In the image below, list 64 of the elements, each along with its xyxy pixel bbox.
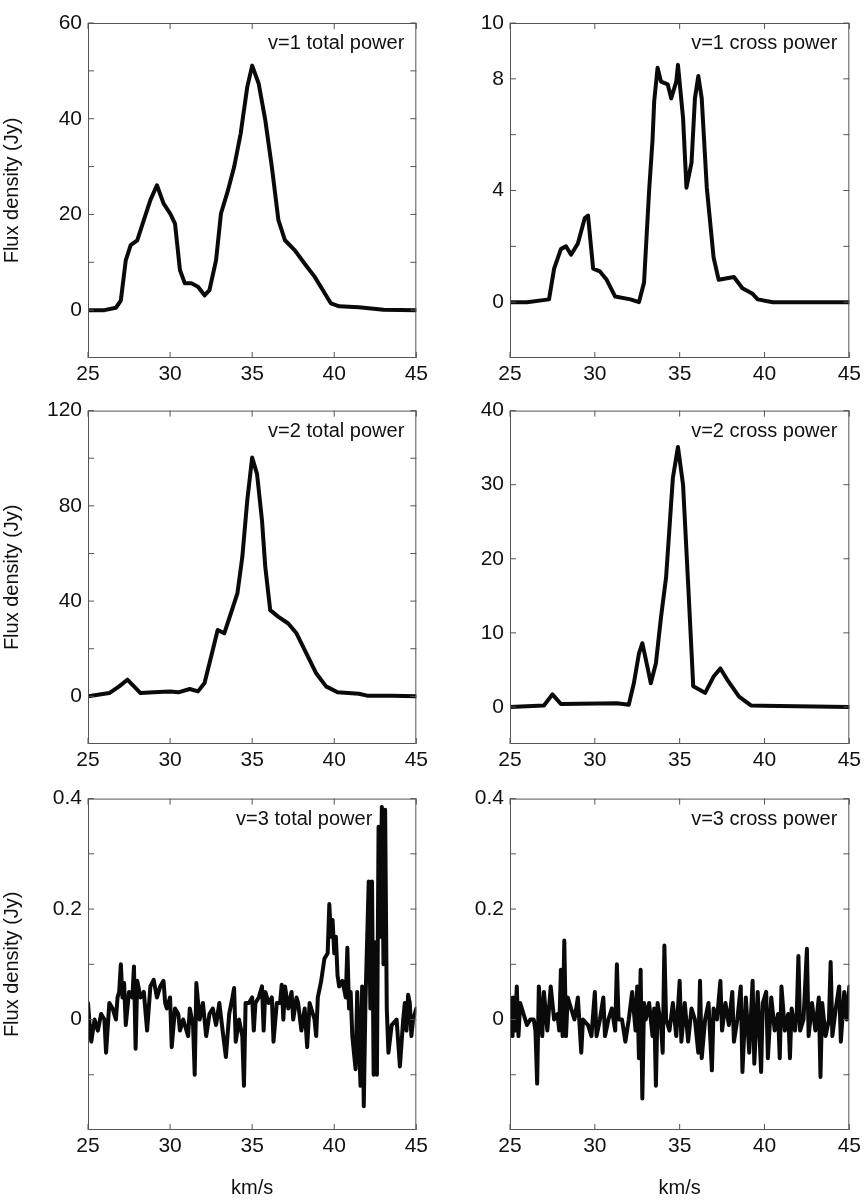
- chart-title: v=3 cross power: [691, 806, 838, 829]
- x-tick-label: 30: [583, 747, 607, 771]
- y-tick-label: 10: [480, 619, 504, 643]
- x-tick-label: 40: [322, 361, 346, 385]
- y-tick-label: 0.4: [52, 785, 83, 809]
- y-axis-title: Flux density (Jy): [0, 504, 22, 651]
- y-tick-label: 0: [492, 1006, 504, 1030]
- x-tick-label: 40: [752, 1133, 777, 1157]
- y-axis-title: Flux density (Jy): [0, 891, 22, 1038]
- chart-title: v=1 cross power: [691, 31, 838, 53]
- x-tick-label: 35: [667, 361, 692, 385]
- y-tick-label: 0: [70, 296, 82, 320]
- x-tick-label: 25: [498, 747, 522, 771]
- chart-title: v=2 total power: [268, 418, 405, 441]
- x-tick-label: 40: [752, 361, 777, 385]
- x-tick-label: 25: [76, 361, 100, 385]
- y-tick-label: 0: [492, 693, 504, 717]
- x-tick-label: 40: [752, 747, 777, 771]
- chart-title: v=1 total power: [268, 31, 405, 53]
- y-tick-label: 0: [70, 683, 82, 707]
- y-axis-title: Flux density (Jy): [0, 117, 22, 264]
- y-tick-label: 4: [492, 177, 505, 201]
- x-tick-label: 45: [404, 1133, 428, 1157]
- x-tick-label: 35: [667, 1133, 692, 1157]
- y-tick-label: 40: [480, 397, 504, 421]
- y-tick-label: 0: [70, 1006, 82, 1030]
- y-tick-label: 20: [480, 545, 504, 569]
- y-tick-label: 20: [58, 201, 82, 225]
- y-tick-label: 0.2: [474, 895, 504, 919]
- x-tick-label: 30: [158, 361, 182, 385]
- y-tick-label: 80: [58, 492, 82, 516]
- x-tick-label: 45: [837, 361, 861, 385]
- x-axis-title: km/s: [231, 1175, 274, 1198]
- x-tick-label: 35: [240, 361, 264, 385]
- x-tick-label: 40: [322, 1133, 346, 1157]
- y-tick-label: 10: [480, 9, 504, 33]
- x-tick-label: 30: [583, 361, 607, 385]
- y-tick-label: 60: [58, 9, 82, 33]
- x-axis-title: km/s: [658, 1175, 701, 1198]
- x-tick-label: 45: [404, 747, 428, 771]
- y-tick-label: 30: [480, 471, 504, 495]
- x-tick-label: 25: [76, 1133, 100, 1157]
- y-tick-label: 120: [46, 397, 82, 421]
- x-tick-label: 25: [76, 747, 100, 771]
- x-tick-label: 25: [498, 361, 522, 385]
- x-tick-label: 30: [158, 1133, 182, 1157]
- x-tick-label: 25: [498, 1133, 522, 1157]
- x-tick-label: 45: [837, 1133, 861, 1157]
- x-tick-label: 35: [240, 1133, 264, 1157]
- x-tick-label: 35: [667, 747, 692, 771]
- y-tick-label: 40: [58, 587, 82, 611]
- y-tick-label: 0.4: [474, 785, 505, 809]
- x-tick-label: 30: [583, 1133, 607, 1157]
- y-tick-label: 8: [492, 65, 504, 89]
- x-tick-label: 45: [404, 361, 428, 385]
- x-tick-label: 30: [158, 747, 182, 771]
- y-tick-label: 40: [58, 105, 82, 129]
- chart-title: v=2 cross power: [691, 418, 838, 441]
- x-tick-label: 45: [837, 747, 861, 771]
- y-tick-label: 0: [492, 288, 504, 312]
- x-tick-label: 40: [322, 747, 346, 771]
- y-tick-label: 0.2: [52, 895, 82, 919]
- chart-title: v=3 total power: [236, 806, 373, 829]
- x-tick-label: 35: [240, 747, 264, 771]
